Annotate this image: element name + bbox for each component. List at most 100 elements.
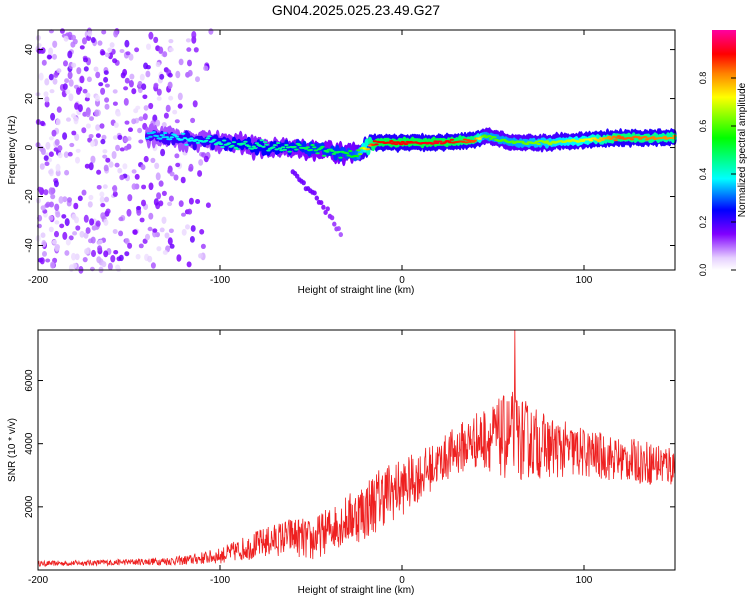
noise-cell — [104, 103, 110, 110]
noise-cell — [154, 162, 160, 169]
noise-cell — [138, 139, 144, 144]
ridge-cell — [294, 148, 299, 151]
noise-cell — [100, 87, 106, 95]
noise-cell — [40, 47, 46, 54]
ridge-cell — [600, 138, 605, 141]
noise-cell — [136, 208, 142, 216]
noise-cell — [141, 199, 146, 207]
noise-cell — [89, 218, 95, 226]
noise-cell — [131, 118, 137, 125]
noise-cell — [64, 218, 70, 227]
branch-cell — [323, 210, 328, 215]
noise-cell — [145, 70, 151, 78]
noise-cell — [64, 169, 70, 176]
noise-cell — [163, 112, 169, 119]
noise-cell — [150, 262, 156, 269]
noise-cell — [54, 230, 59, 238]
noise-cell — [168, 95, 174, 101]
noise-cell — [176, 254, 182, 262]
ridge-cell — [371, 144, 376, 146]
ridge-cell — [643, 135, 648, 138]
ridge-cell — [449, 138, 455, 141]
noise-cell — [143, 155, 149, 163]
noise-cell — [40, 120, 45, 126]
branch-cell — [314, 195, 319, 201]
branch-cell — [301, 180, 306, 186]
ridge-cell — [461, 140, 466, 143]
noise-cell — [133, 108, 139, 114]
ridge-cell — [205, 137, 210, 140]
noise-cell — [119, 174, 125, 181]
noise-cell — [75, 225, 81, 231]
noise-cell — [172, 109, 178, 115]
noise-cell — [95, 124, 101, 131]
noise-cell — [169, 243, 175, 249]
ridge-cell — [217, 141, 222, 144]
ridge-cell — [161, 136, 166, 139]
noise-cell — [112, 89, 118, 94]
branch-cell — [295, 173, 300, 179]
noise-cell — [162, 250, 168, 255]
noise-cell — [55, 211, 61, 218]
noise-cell — [100, 212, 106, 220]
noise-cell — [113, 29, 119, 38]
noise-cell — [161, 216, 167, 224]
spectrogram-xtick-label: 0 — [399, 275, 405, 286]
colorbar-label: Normalized spectral amplitude — [737, 82, 748, 217]
noise-cell — [111, 151, 117, 159]
noise-cell — [185, 224, 190, 230]
spectrogram-ylabel: Frequency (Hz) — [7, 116, 18, 185]
noise-cell — [168, 195, 174, 202]
noise-cell — [100, 203, 106, 208]
noise-cell — [162, 51, 168, 58]
noise-cell — [105, 157, 111, 163]
noise-cell — [102, 149, 108, 154]
noise-cell — [67, 197, 72, 203]
ridge-cell — [235, 148, 240, 150]
noise-cell — [125, 51, 131, 56]
noise-cell — [181, 212, 186, 217]
noise-cell — [112, 191, 118, 197]
spectrogram-xtick-label: -200 — [28, 275, 48, 286]
ridge-cell — [277, 147, 283, 150]
noise-cell — [62, 231, 68, 240]
ridge-cell — [145, 137, 150, 140]
ridge-cell — [182, 137, 188, 140]
noise-cell — [68, 264, 74, 272]
ridge-cell — [438, 140, 443, 143]
noise-cell — [99, 123, 105, 129]
noise-cell — [50, 194, 56, 200]
snr-series-line — [37, 329, 676, 568]
noise-cell — [59, 223, 65, 229]
ridge-cell — [520, 140, 525, 143]
noise-cell — [147, 226, 153, 232]
ridge-cell — [374, 143, 379, 146]
ridge-cell — [320, 145, 325, 148]
noise-cell — [41, 59, 47, 66]
noise-cell — [86, 76, 92, 83]
ridge-cell — [287, 150, 292, 153]
ridge-cell — [158, 137, 163, 140]
noise-cell — [81, 189, 87, 196]
noise-cell — [148, 182, 154, 191]
noise-cell — [148, 31, 154, 40]
spectrogram-ytick-label: 0 — [24, 144, 35, 150]
noise-cell — [155, 119, 161, 127]
noise-cell — [44, 100, 50, 108]
ridge-cell — [167, 138, 173, 141]
noise-cell — [61, 214, 67, 219]
noise-cell — [115, 264, 121, 271]
noise-cell — [136, 205, 142, 211]
ridge-cell — [544, 140, 550, 143]
ridge-cell — [148, 135, 153, 138]
colorbar-tick-label: 0.8 — [698, 72, 708, 85]
noise-cell — [109, 42, 115, 48]
ridge-cell — [292, 145, 297, 148]
ridge-cell — [448, 141, 453, 144]
ridge-cell — [282, 148, 287, 151]
ridge-cell — [357, 153, 363, 156]
ridge-cell — [249, 147, 255, 150]
snr-xlabel: Height of straight line (km) — [298, 585, 415, 596]
ridge-cell — [372, 140, 378, 143]
